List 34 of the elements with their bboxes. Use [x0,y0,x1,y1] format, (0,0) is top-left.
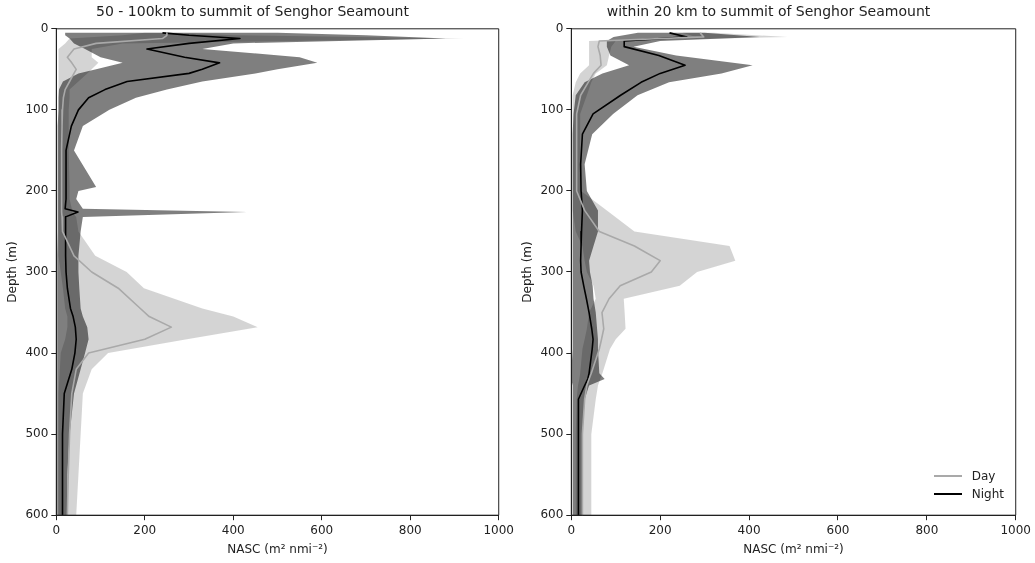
legend-label: Day [971,468,996,485]
y-tick-label: 0 [555,20,564,35]
x-tick-label: 0 [567,522,576,537]
y-tick-label: 300 [540,264,564,279]
y-tick-label: 100 [25,101,49,116]
y-tick-label: 600 [25,507,49,522]
x-tick-label: 400 [737,522,761,537]
x-axis-title: NASC (m² nmi⁻²) [743,541,844,556]
y-tick-label: 300 [25,264,49,279]
x-tick-label: 800 [915,522,939,537]
x-tick-label: 200 [133,522,157,537]
y-tick-label: 200 [540,183,564,198]
y-tick-label: 500 [25,426,49,441]
y-tick-label: 100 [540,101,564,116]
x-axis-title: NASC (m² nmi⁻²) [227,541,328,556]
x-tick-label: 600 [826,522,850,537]
y-tick-label: 200 [25,183,49,198]
chart-title: 50 - 100km to summit of Senghor Seamount [96,3,410,20]
x-tick-label: 600 [310,522,334,537]
y-tick-label: 0 [40,20,49,35]
x-tick-label: 0 [52,522,61,537]
legend-label: Night [971,486,1004,503]
y-axis-title: Depth (m) [5,241,20,303]
chart-title: within 20 km to summit of Senghor Seamount [606,3,931,20]
x-tick-label: 1000 [483,522,514,537]
y-tick-label: 400 [540,345,564,360]
y-tick-label: 400 [25,345,49,360]
x-tick-label: 1000 [1000,522,1031,537]
y-axis-title: Depth (m) [520,241,535,303]
x-tick-label: 400 [221,522,245,537]
y-tick-label: 600 [540,507,564,522]
x-tick-label: 200 [648,522,672,537]
y-tick-label: 500 [540,426,564,441]
x-tick-label: 800 [398,522,422,537]
